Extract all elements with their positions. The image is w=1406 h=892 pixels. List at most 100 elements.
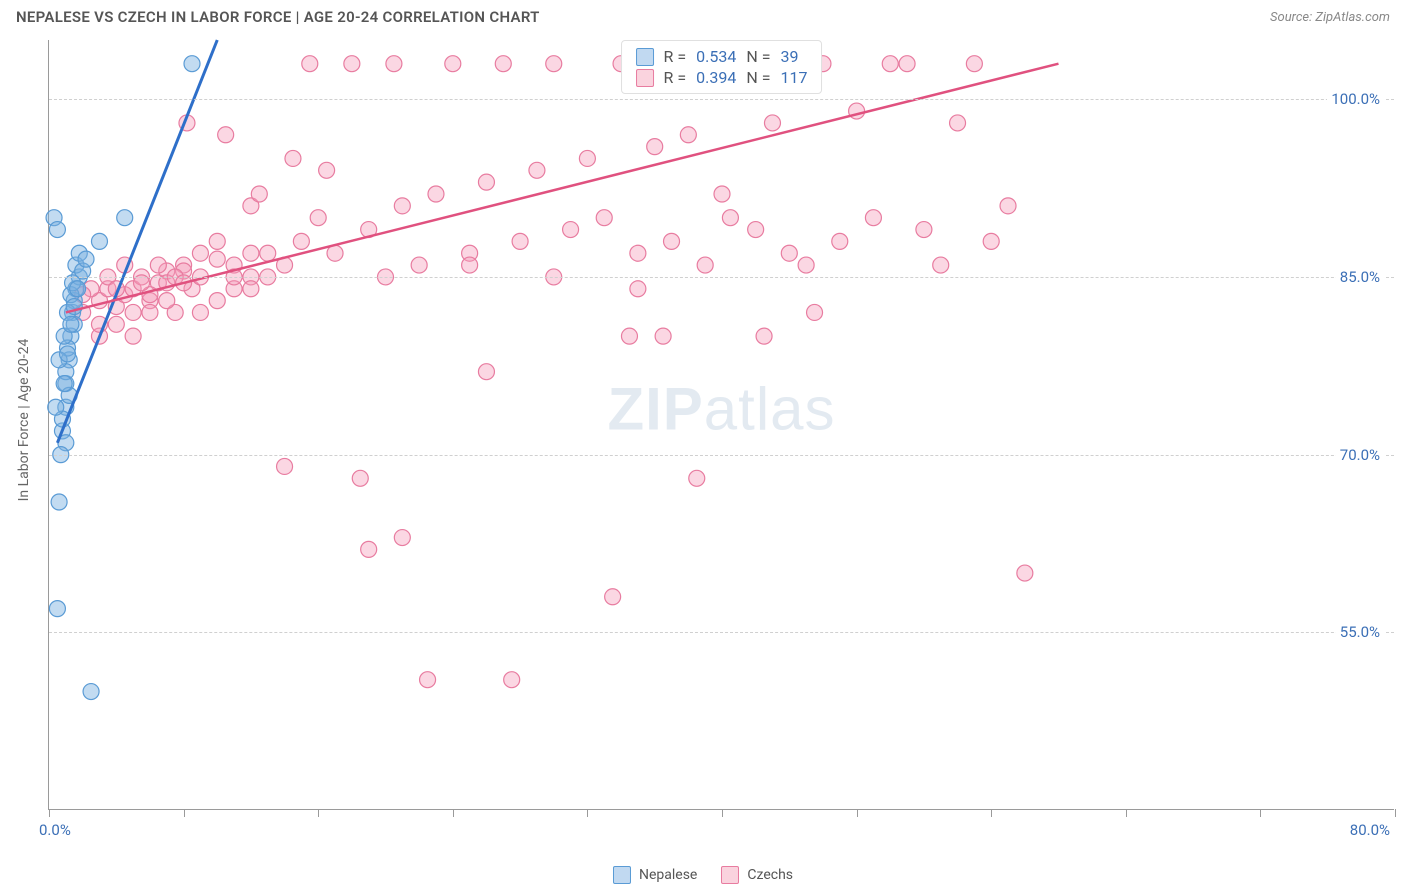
data-point[interactable]	[563, 222, 579, 238]
data-point[interactable]	[748, 222, 764, 238]
data-point[interactable]	[51, 494, 67, 510]
trend-line	[57, 40, 217, 443]
data-point[interactable]	[546, 56, 562, 72]
data-point[interactable]	[319, 162, 335, 178]
data-point[interactable]	[60, 346, 76, 362]
data-point[interactable]	[83, 684, 99, 700]
data-point[interactable]	[192, 245, 208, 261]
data-point[interactable]	[899, 56, 915, 72]
data-point[interactable]	[251, 186, 267, 202]
data-point[interactable]	[49, 222, 65, 238]
data-point[interactable]	[596, 210, 612, 226]
data-point[interactable]	[722, 210, 738, 226]
data-point[interactable]	[91, 233, 107, 249]
data-point[interactable]	[386, 56, 402, 72]
stat-n-value-1: 117	[780, 68, 807, 87]
data-point[interactable]	[277, 458, 293, 474]
data-point[interactable]	[394, 198, 410, 214]
data-point[interactable]	[689, 470, 705, 486]
data-point[interactable]	[49, 601, 65, 617]
data-point[interactable]	[756, 328, 772, 344]
data-point[interactable]	[117, 210, 133, 226]
data-point[interactable]	[714, 186, 730, 202]
data-point[interactable]	[192, 304, 208, 320]
data-point[interactable]	[150, 257, 166, 273]
data-point[interactable]	[807, 304, 823, 320]
data-point[interactable]	[832, 233, 848, 249]
data-point[interactable]	[159, 293, 175, 309]
data-point[interactable]	[142, 304, 158, 320]
data-point[interactable]	[462, 257, 478, 273]
data-point[interactable]	[647, 139, 663, 155]
legend-label-czechs: Czechs	[747, 867, 793, 883]
data-point[interactable]	[798, 257, 814, 273]
data-point[interactable]	[764, 115, 780, 131]
data-point[interactable]	[664, 233, 680, 249]
stats-swatch-nepalese	[636, 48, 654, 66]
legend-label-nepalese: Nepalese	[639, 867, 697, 883]
data-point[interactable]	[445, 56, 461, 72]
data-point[interactable]	[781, 245, 797, 261]
data-point[interactable]	[70, 281, 86, 297]
data-point[interactable]	[420, 672, 436, 688]
data-point[interactable]	[630, 245, 646, 261]
x-min-label: 0.0%	[39, 821, 71, 839]
data-point[interactable]	[352, 470, 368, 486]
data-point[interactable]	[697, 257, 713, 273]
data-point[interactable]	[78, 251, 94, 267]
data-point[interactable]	[260, 245, 276, 261]
data-point[interactable]	[504, 672, 520, 688]
data-point[interactable]	[344, 56, 360, 72]
data-point[interactable]	[48, 399, 64, 415]
legend-item-czechs[interactable]: Czechs	[721, 866, 793, 884]
stat-r-label-0: R =	[664, 47, 687, 66]
data-point[interactable]	[285, 150, 301, 166]
data-point[interactable]	[184, 56, 200, 72]
data-point[interactable]	[1017, 565, 1033, 581]
data-point[interactable]	[218, 127, 234, 143]
data-point[interactable]	[209, 233, 225, 249]
data-point[interactable]	[125, 328, 141, 344]
data-point[interactable]	[243, 245, 259, 261]
legend-item-nepalese[interactable]: Nepalese	[613, 866, 697, 884]
data-point[interactable]	[1000, 198, 1016, 214]
data-point[interactable]	[108, 316, 124, 332]
data-point[interactable]	[983, 233, 999, 249]
data-point[interactable]	[655, 328, 671, 344]
data-point[interactable]	[302, 56, 318, 72]
data-point[interactable]	[209, 293, 225, 309]
data-point[interactable]	[966, 56, 982, 72]
data-point[interactable]	[882, 56, 898, 72]
data-point[interactable]	[495, 56, 511, 72]
stat-n-value-0: 39	[780, 47, 807, 66]
x-max-label: 80.0%	[1350, 821, 1390, 839]
stat-r-value-1: 0.394	[696, 68, 736, 87]
data-point[interactable]	[529, 162, 545, 178]
data-point[interactable]	[478, 364, 494, 380]
correlation-stats-box: R = 0.534 N = 39 R = 0.394 N = 117	[621, 40, 823, 94]
data-point[interactable]	[411, 257, 427, 273]
data-point[interactable]	[63, 316, 79, 332]
data-point[interactable]	[605, 589, 621, 605]
data-point[interactable]	[630, 281, 646, 297]
data-point[interactable]	[933, 257, 949, 273]
data-point[interactable]	[865, 210, 881, 226]
data-point[interactable]	[293, 233, 309, 249]
data-point[interactable]	[125, 304, 141, 320]
data-point[interactable]	[394, 530, 410, 546]
data-point[interactable]	[512, 233, 528, 249]
data-point[interactable]	[310, 210, 326, 226]
data-point[interactable]	[56, 376, 72, 392]
chart-header: NEPALESE VS CZECH IN LABOR FORCE | AGE 2…	[0, 0, 1406, 30]
data-point[interactable]	[209, 251, 225, 267]
data-point[interactable]	[478, 174, 494, 190]
data-point[interactable]	[950, 115, 966, 131]
data-point[interactable]	[428, 186, 444, 202]
data-point[interactable]	[916, 222, 932, 238]
data-point[interactable]	[621, 328, 637, 344]
data-point[interactable]	[243, 281, 259, 297]
y-tick-label: 100.0%	[1327, 90, 1384, 108]
data-point[interactable]	[680, 127, 696, 143]
data-point[interactable]	[361, 541, 377, 557]
data-point[interactable]	[579, 150, 595, 166]
